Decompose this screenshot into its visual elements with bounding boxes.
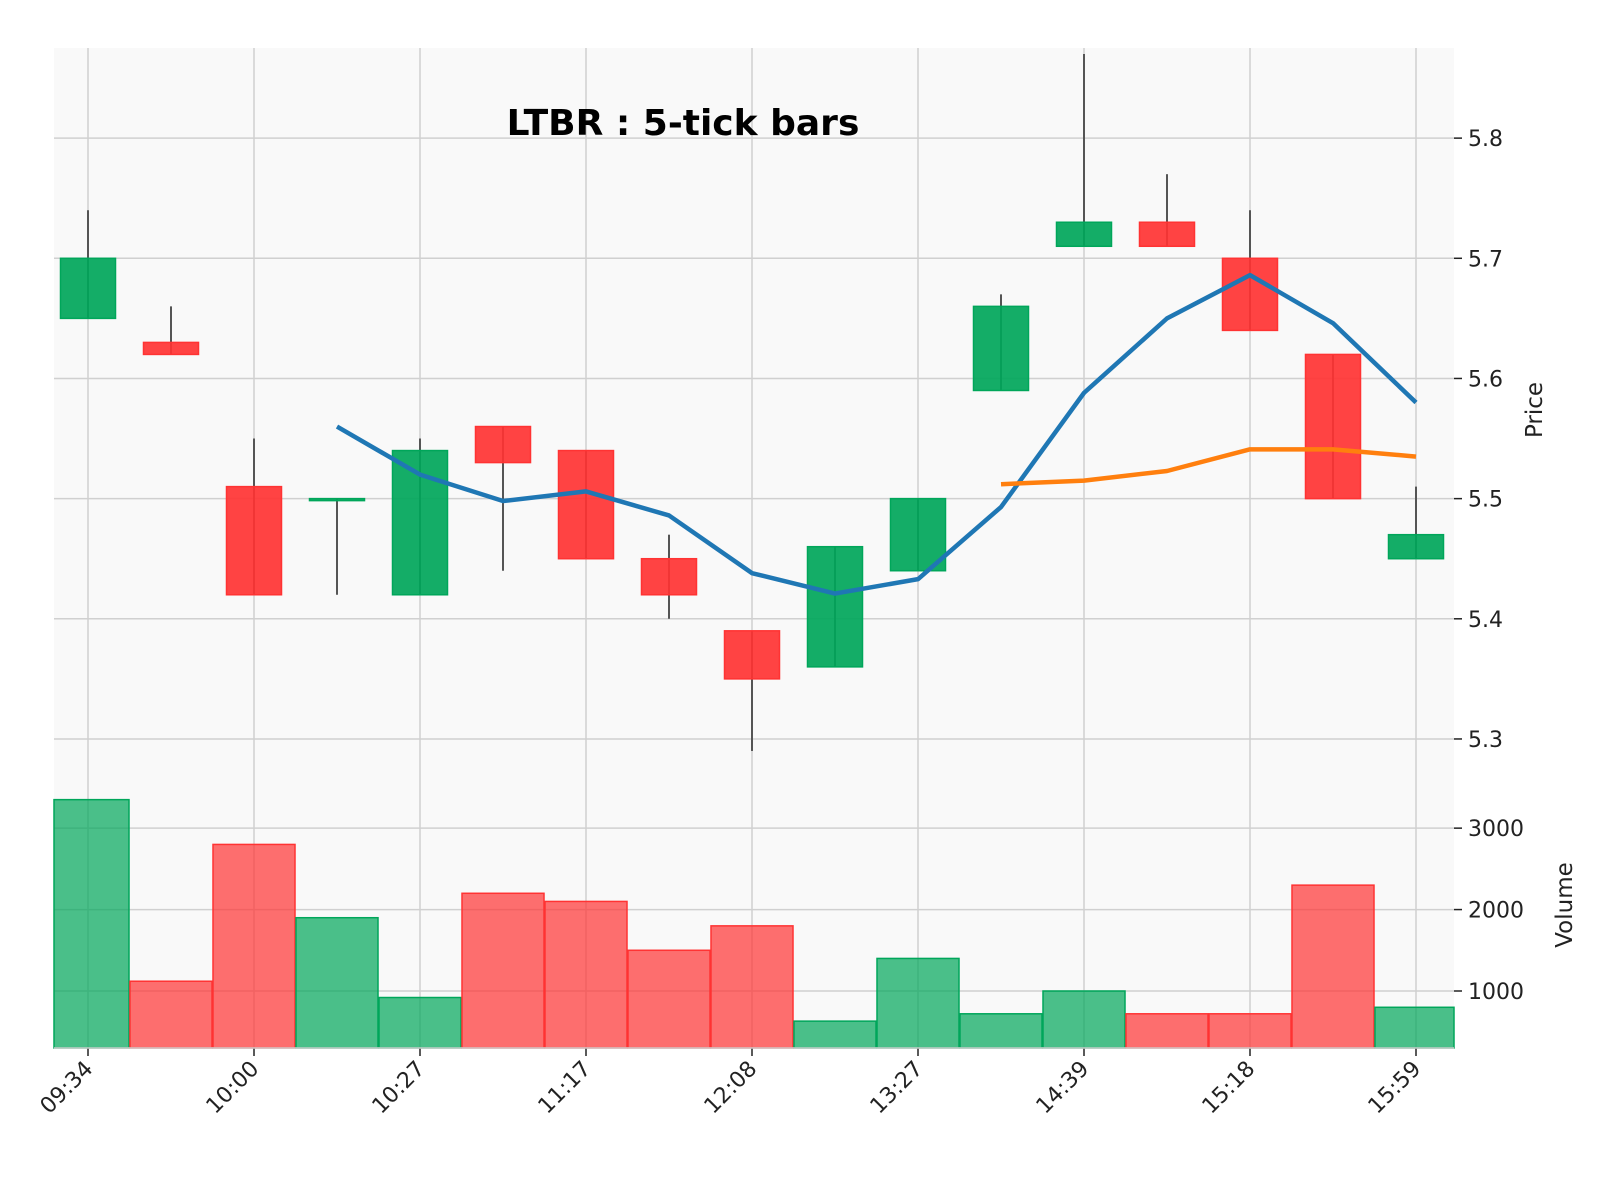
volume-tick-label: 3000	[1468, 817, 1524, 842]
volume-bars	[53, 798, 1455, 1049]
x-tick-label: 13:27	[866, 1057, 929, 1120]
candle-body	[59, 257, 117, 320]
candle-body	[723, 630, 781, 680]
candle-body	[972, 305, 1030, 392]
volume-bar	[959, 1013, 1043, 1049]
volume-bar	[1291, 884, 1375, 1049]
x-tick-label: 11:17	[534, 1057, 597, 1120]
volume-bar	[627, 949, 711, 1049]
x-tick-label: 10:27	[368, 1057, 431, 1120]
volume-bar	[53, 798, 130, 1049]
volume-bar	[710, 925, 794, 1049]
x-tick-label: 09:34	[36, 1057, 99, 1120]
chart-title: LTBR : 5-tick bars	[507, 103, 860, 144]
volume-bar	[461, 892, 545, 1049]
candle-body	[1221, 257, 1279, 332]
price-tick-label: 5.3	[1468, 728, 1503, 753]
volume-bar	[876, 957, 960, 1049]
candle-body	[1055, 221, 1113, 248]
moving-averages	[335, 272, 1418, 596]
volume-bar	[1042, 990, 1126, 1049]
x-tick-label: 10:00	[202, 1057, 265, 1120]
x-tick-label: 14:39	[1032, 1057, 1095, 1120]
volume-bar	[295, 916, 379, 1049]
volume-tick-label: 1000	[1468, 980, 1524, 1005]
volume-bar	[212, 843, 296, 1049]
candle-body	[640, 557, 698, 596]
price-tick-label: 5.8	[1468, 127, 1503, 152]
volume-bar	[1374, 1006, 1455, 1049]
volume-bar	[544, 900, 628, 1049]
price-tick-label: 5.4	[1468, 608, 1503, 633]
volume-axis-label: Volume	[1552, 862, 1578, 948]
x-tick-label: 15:59	[1364, 1057, 1427, 1120]
candle-body	[474, 425, 532, 464]
candle-body	[806, 545, 864, 668]
volume-bar	[1208, 1013, 1292, 1049]
volume-tick-label: 2000	[1468, 899, 1524, 924]
x-tick-label: 12:08	[700, 1057, 763, 1120]
candle-body	[557, 449, 615, 560]
candle-body	[142, 341, 200, 356]
candles	[59, 54, 1445, 751]
moving-average-fast-line	[335, 272, 1418, 596]
candle-body	[1387, 533, 1445, 560]
x-tick-label: 15:18	[1198, 1057, 1261, 1120]
price-axis-label: Price	[1522, 382, 1548, 438]
price-tick-label: 5.5	[1468, 488, 1503, 513]
volume-bar	[378, 996, 462, 1049]
volume-bar	[793, 1020, 877, 1049]
price-tick-label: 5.7	[1468, 247, 1503, 272]
candle-body	[225, 485, 283, 596]
volume-bar	[1125, 1013, 1209, 1049]
moving-average-slow-line	[1000, 447, 1417, 487]
candle-body	[889, 497, 947, 572]
volume-bar	[129, 980, 213, 1049]
price-tick-label: 5.6	[1468, 367, 1503, 392]
candle-body	[1138, 221, 1196, 248]
candle-body	[308, 497, 366, 502]
candle-body	[1304, 353, 1362, 500]
